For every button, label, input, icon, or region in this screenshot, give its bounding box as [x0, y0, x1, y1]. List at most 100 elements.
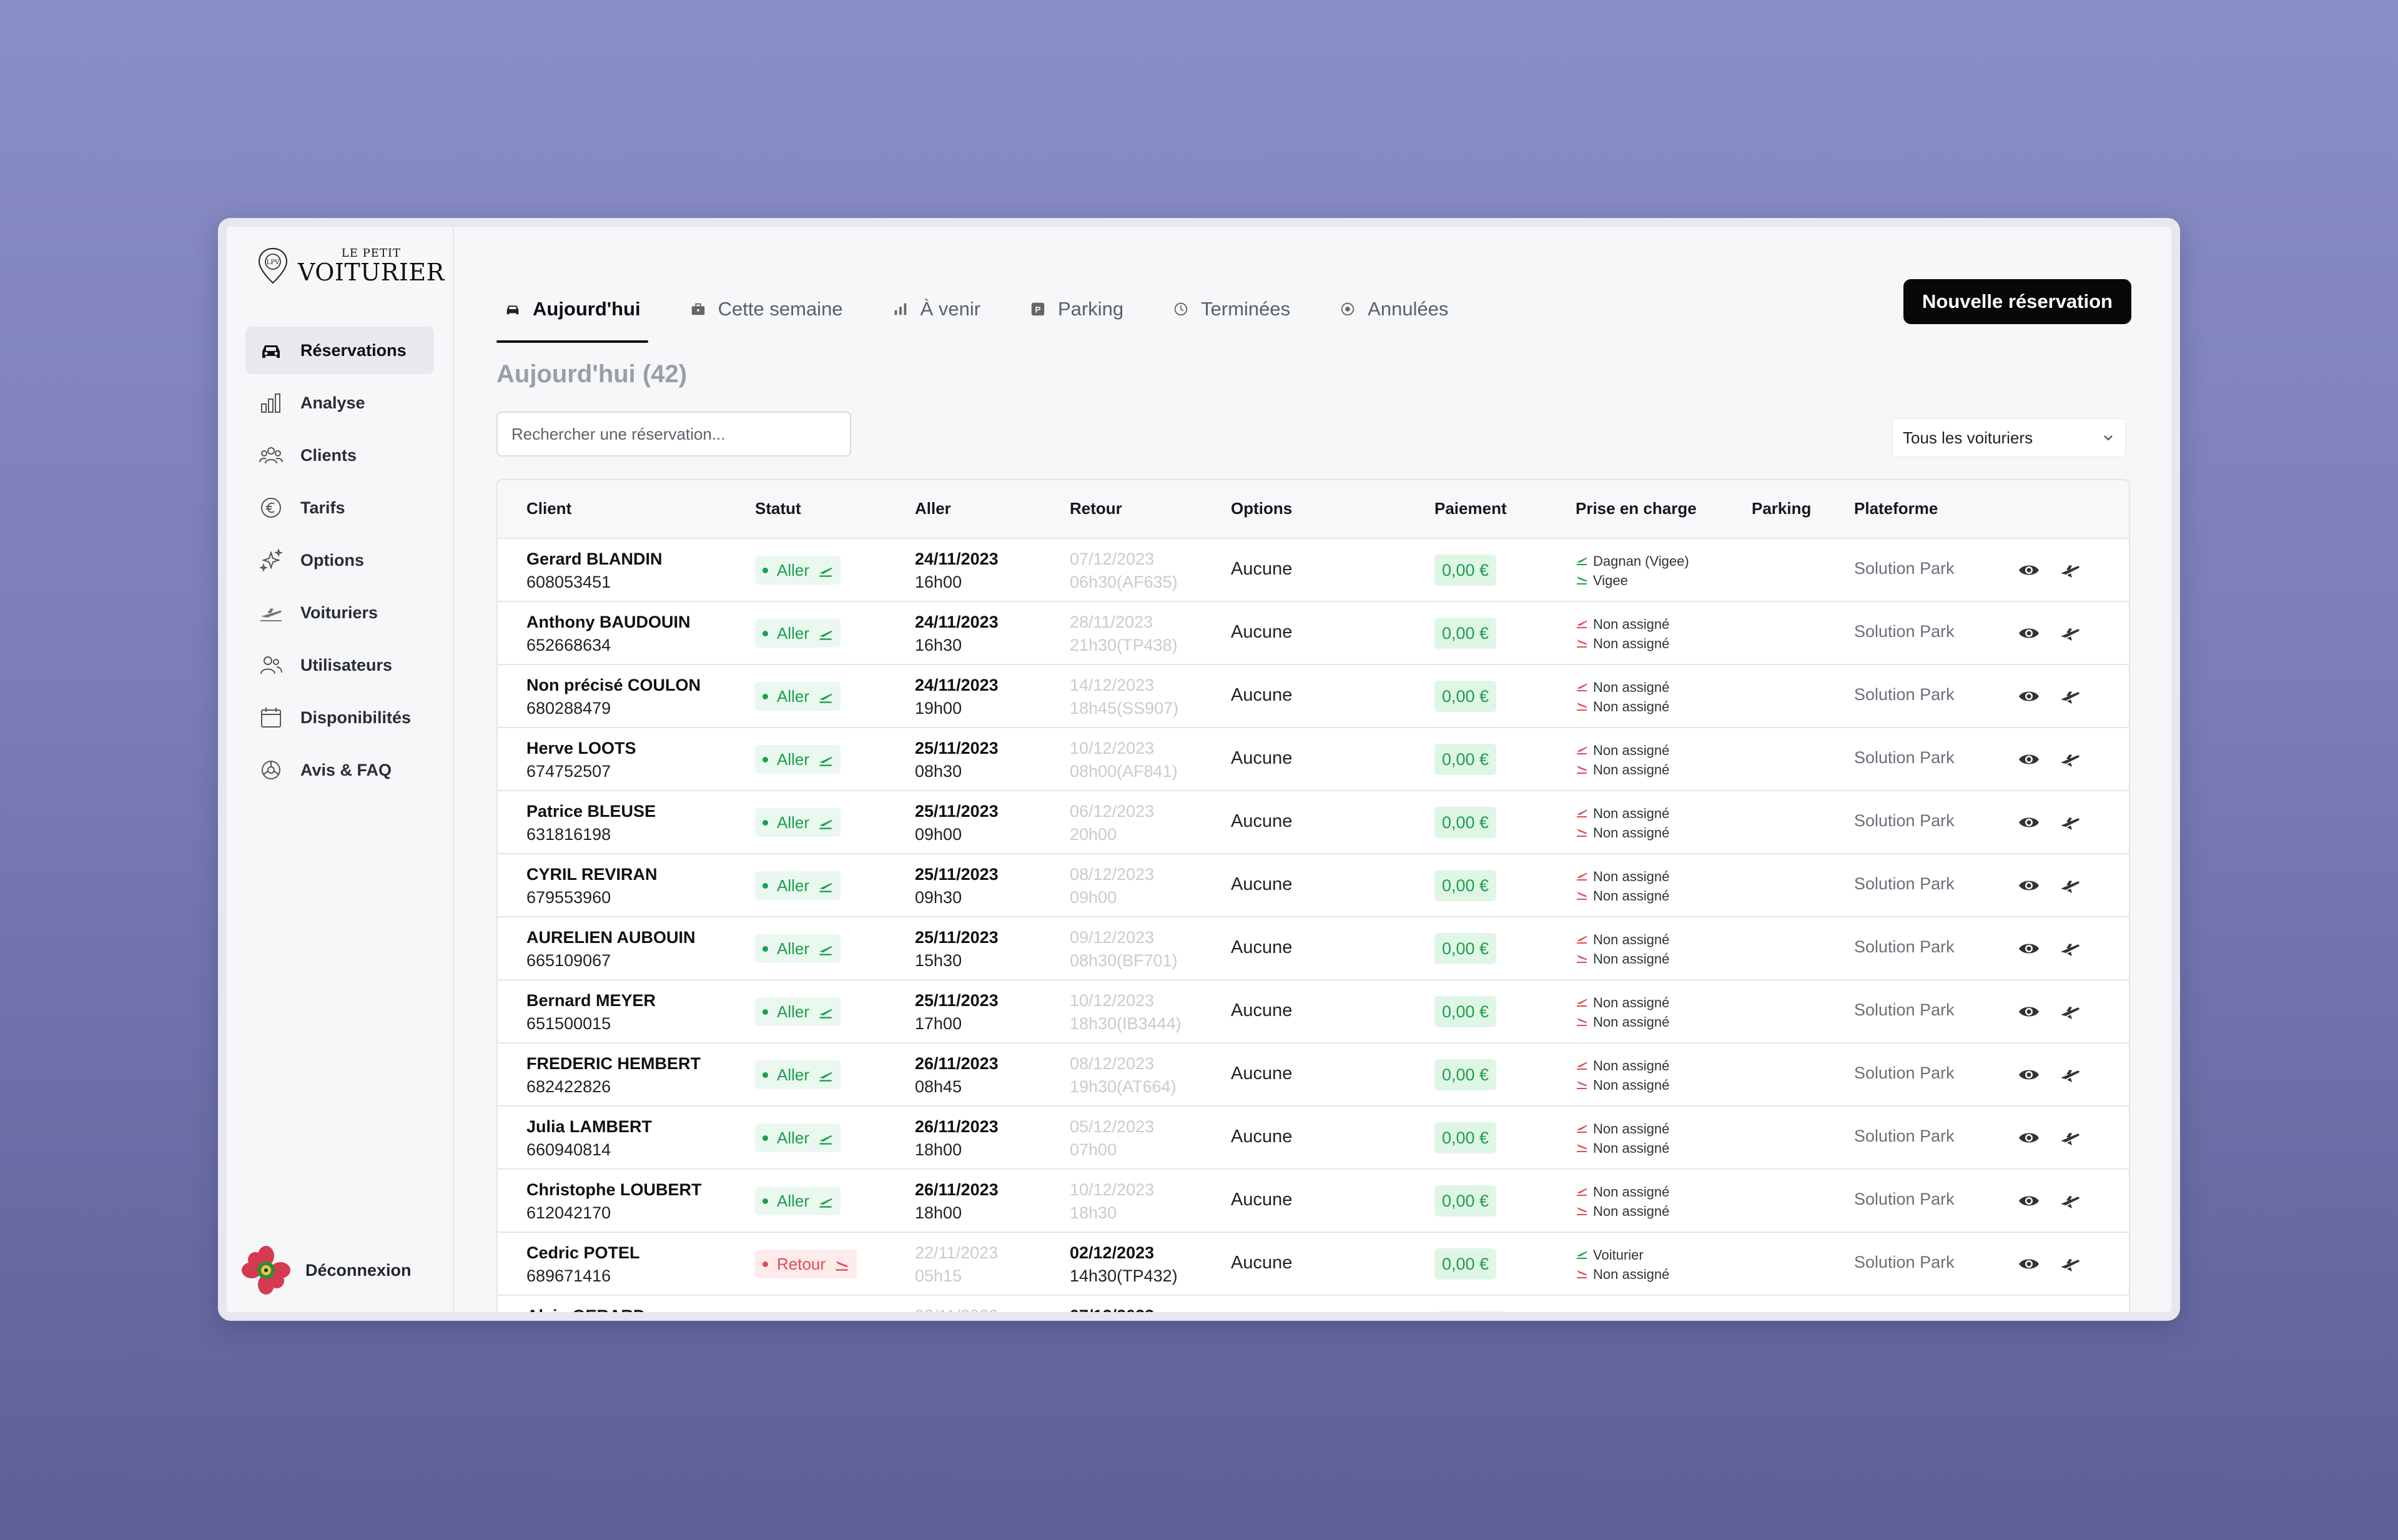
assign-voiturier-button[interactable]	[2058, 1062, 2083, 1087]
pec-retour: Non assigné	[1576, 823, 1669, 842]
plane-takeoff-unassigned-icon	[1576, 1182, 1593, 1202]
table-row[interactable]: AURELIEN AUBOUIN 665109067 Aller 25/11/2…	[498, 917, 2129, 980]
tab-a-venir[interactable]: À venir	[884, 284, 988, 334]
new-reservation-button[interactable]: Nouvelle réservation	[1903, 279, 2131, 324]
pec-retour: Non assigné	[1576, 949, 1669, 969]
column-header-statut[interactable]: Statut	[755, 499, 801, 518]
tab-parking[interactable]: P Parking	[1022, 284, 1131, 334]
sidebar-item-reservations[interactable]: Réservations	[245, 327, 434, 374]
sidebar-item-avis-faq[interactable]: Avis & FAQ	[245, 746, 434, 794]
retour-date: 08/12/2023	[1070, 865, 1155, 884]
plane-takeoff-icon	[818, 815, 833, 830]
sidebar-item-analyse[interactable]: Analyse	[245, 379, 434, 427]
sidebar-item-tarifs[interactable]: Tarifs	[245, 484, 434, 531]
table-row[interactable]: Patrice BLEUSE 631816198 Aller 25/11/202…	[498, 791, 2129, 854]
table-row[interactable]: Cedric POTEL 689671416 Retour 22/11/2023…	[498, 1233, 2129, 1296]
table-row[interactable]: Christophe LOUBERT 612042170 Aller 26/11…	[498, 1170, 2129, 1233]
aller-time: 18h00	[915, 1140, 962, 1159]
status-label: Aller	[777, 1002, 810, 1021]
table-row[interactable]: Non précisé COULON 680288479 Aller 24/11…	[498, 665, 2129, 728]
retour-date: 05/12/2023	[1070, 1117, 1155, 1136]
assign-voiturier-button[interactable]	[2058, 999, 2083, 1024]
view-button[interactable]	[2016, 747, 2041, 772]
view-button[interactable]	[2016, 999, 2041, 1024]
sidebar-item-options[interactable]: Options	[245, 536, 434, 584]
assign-voiturier-button[interactable]	[2058, 1125, 2083, 1150]
column-header-aller[interactable]: Aller	[915, 499, 951, 518]
table-row[interactable]: Anthony BAUDOUIN 652668634 Aller 24/11/2…	[498, 602, 2129, 665]
view-button[interactable]	[2016, 1062, 2041, 1087]
aller-time: 19h00	[915, 699, 962, 718]
assign-voiturier-button[interactable]	[2058, 873, 2083, 898]
column-header-prise-en-charge[interactable]: Prise en charge	[1576, 499, 1697, 518]
assign-voiturier-button[interactable]	[2058, 558, 2083, 583]
view-button[interactable]	[2016, 1188, 2041, 1213]
column-header-parking[interactable]: Parking	[1752, 499, 1812, 518]
search-input[interactable]	[496, 412, 851, 457]
column-header-retour[interactable]: Retour	[1070, 499, 1122, 518]
aller-cell: 22/11/2023	[915, 1305, 998, 1312]
euro-icon	[258, 495, 284, 521]
retour-date: 02/12/2023	[1070, 1243, 1155, 1262]
assign-voiturier-button[interactable]	[2058, 747, 2083, 772]
view-button[interactable]	[2016, 684, 2041, 709]
assign-voiturier-button[interactable]	[2058, 936, 2083, 961]
app-window: LPV LE PETIT VOITURIER Réservations	[218, 218, 2180, 1321]
voiturier-filter-select[interactable]: Tous les voituriers	[1892, 418, 2126, 458]
retour-cell: 08/12/2023 09h00	[1070, 863, 1154, 909]
sidebar-item-label: Options	[300, 550, 364, 570]
plane-takeoff-icon	[818, 563, 833, 578]
plane-takeoff-icon	[818, 752, 833, 767]
assign-voiturier-button[interactable]	[2058, 621, 2083, 646]
pec-aller-label: Non assigné	[1593, 1121, 1670, 1137]
table-row[interactable]: Alain GERARD Retour 22/11/2023 07/12/202…	[498, 1296, 2129, 1312]
table-row[interactable]: Herve LOOTS 674752507 Aller 25/11/2023 0…	[498, 728, 2129, 791]
tab-annulees[interactable]: Annulées	[1331, 284, 1456, 334]
column-header-paiement[interactable]: Paiement	[1434, 499, 1507, 518]
logout-button[interactable]: Déconnexion	[240, 1245, 412, 1296]
platform-cell: Solution Park	[1854, 559, 1955, 578]
view-button[interactable]	[2016, 558, 2041, 583]
view-button[interactable]	[2016, 1251, 2041, 1276]
sidebar-item-voituriers[interactable]: Voituriers	[245, 589, 434, 636]
view-button[interactable]	[2016, 810, 2041, 835]
assign-voiturier-button[interactable]	[2058, 1188, 2083, 1213]
table-row[interactable]: CYRIL REVIRAN 679553960 Aller 25/11/2023…	[498, 854, 2129, 917]
brand-logo[interactable]: LPV LE PETIT VOITURIER	[257, 247, 445, 285]
table-row[interactable]: FREDERIC HEMBERT 682422826 Aller 26/11/2…	[498, 1044, 2129, 1107]
table-row[interactable]: Gerard BLANDIN 608053451 Aller 24/11/202…	[498, 539, 2129, 602]
sidebar-item-label: Avis & FAQ	[300, 760, 392, 779]
view-button[interactable]	[2016, 873, 2041, 898]
sidebar-item-clients[interactable]: Clients	[245, 432, 434, 479]
aller-cell: 25/11/2023 08h30	[915, 737, 999, 783]
brand-big: VOITURIER	[298, 259, 445, 286]
assign-voiturier-button[interactable]	[2058, 1251, 2083, 1276]
column-header-client[interactable]: Client	[526, 499, 572, 518]
table-row[interactable]: Bernard MEYER 651500015 Aller 25/11/2023…	[498, 980, 2129, 1044]
tab-cette-semaine[interactable]: Cette semaine	[682, 284, 851, 334]
table-row[interactable]: Julia LAMBERT 660940814 Aller 26/11/2023…	[498, 1107, 2129, 1170]
plane-takeoff-icon	[818, 941, 833, 956]
plane-takeoff-unassigned-icon	[1576, 615, 1593, 634]
eye-icon	[2019, 1007, 2039, 1017]
pec-aller-label: Voiturier	[1593, 1247, 1644, 1263]
user-group-icon	[258, 652, 284, 678]
platform-cell: Solution Park	[1854, 622, 1955, 641]
view-button[interactable]	[2016, 936, 2041, 961]
assign-voiturier-button[interactable]	[2058, 684, 2083, 709]
sidebar-item-disponibilites[interactable]: Disponibilités	[245, 694, 434, 741]
tab-terminees[interactable]: Terminées	[1165, 284, 1298, 334]
view-button[interactable]	[2016, 621, 2041, 646]
pec-aller: Non assigné	[1576, 867, 1669, 886]
sidebar-item-utilisateurs[interactable]: Utilisateurs	[245, 641, 434, 689]
assign-voiturier-button[interactable]	[2058, 810, 2083, 835]
retour-time: 21h30(TP438)	[1070, 636, 1178, 654]
client-cell: Cedric POTEL 689671416	[526, 1241, 640, 1288]
eye-icon	[2019, 1070, 2039, 1080]
options-cell: Aucune	[1231, 1253, 1293, 1273]
column-header-options[interactable]: Options	[1231, 499, 1293, 518]
column-header-plateforme[interactable]: Plateforme	[1854, 499, 1938, 518]
tab-aujourdhui[interactable]: Aujourd'hui	[496, 284, 648, 343]
view-button[interactable]	[2016, 1125, 2041, 1150]
status-badge: Aller	[755, 997, 841, 1026]
